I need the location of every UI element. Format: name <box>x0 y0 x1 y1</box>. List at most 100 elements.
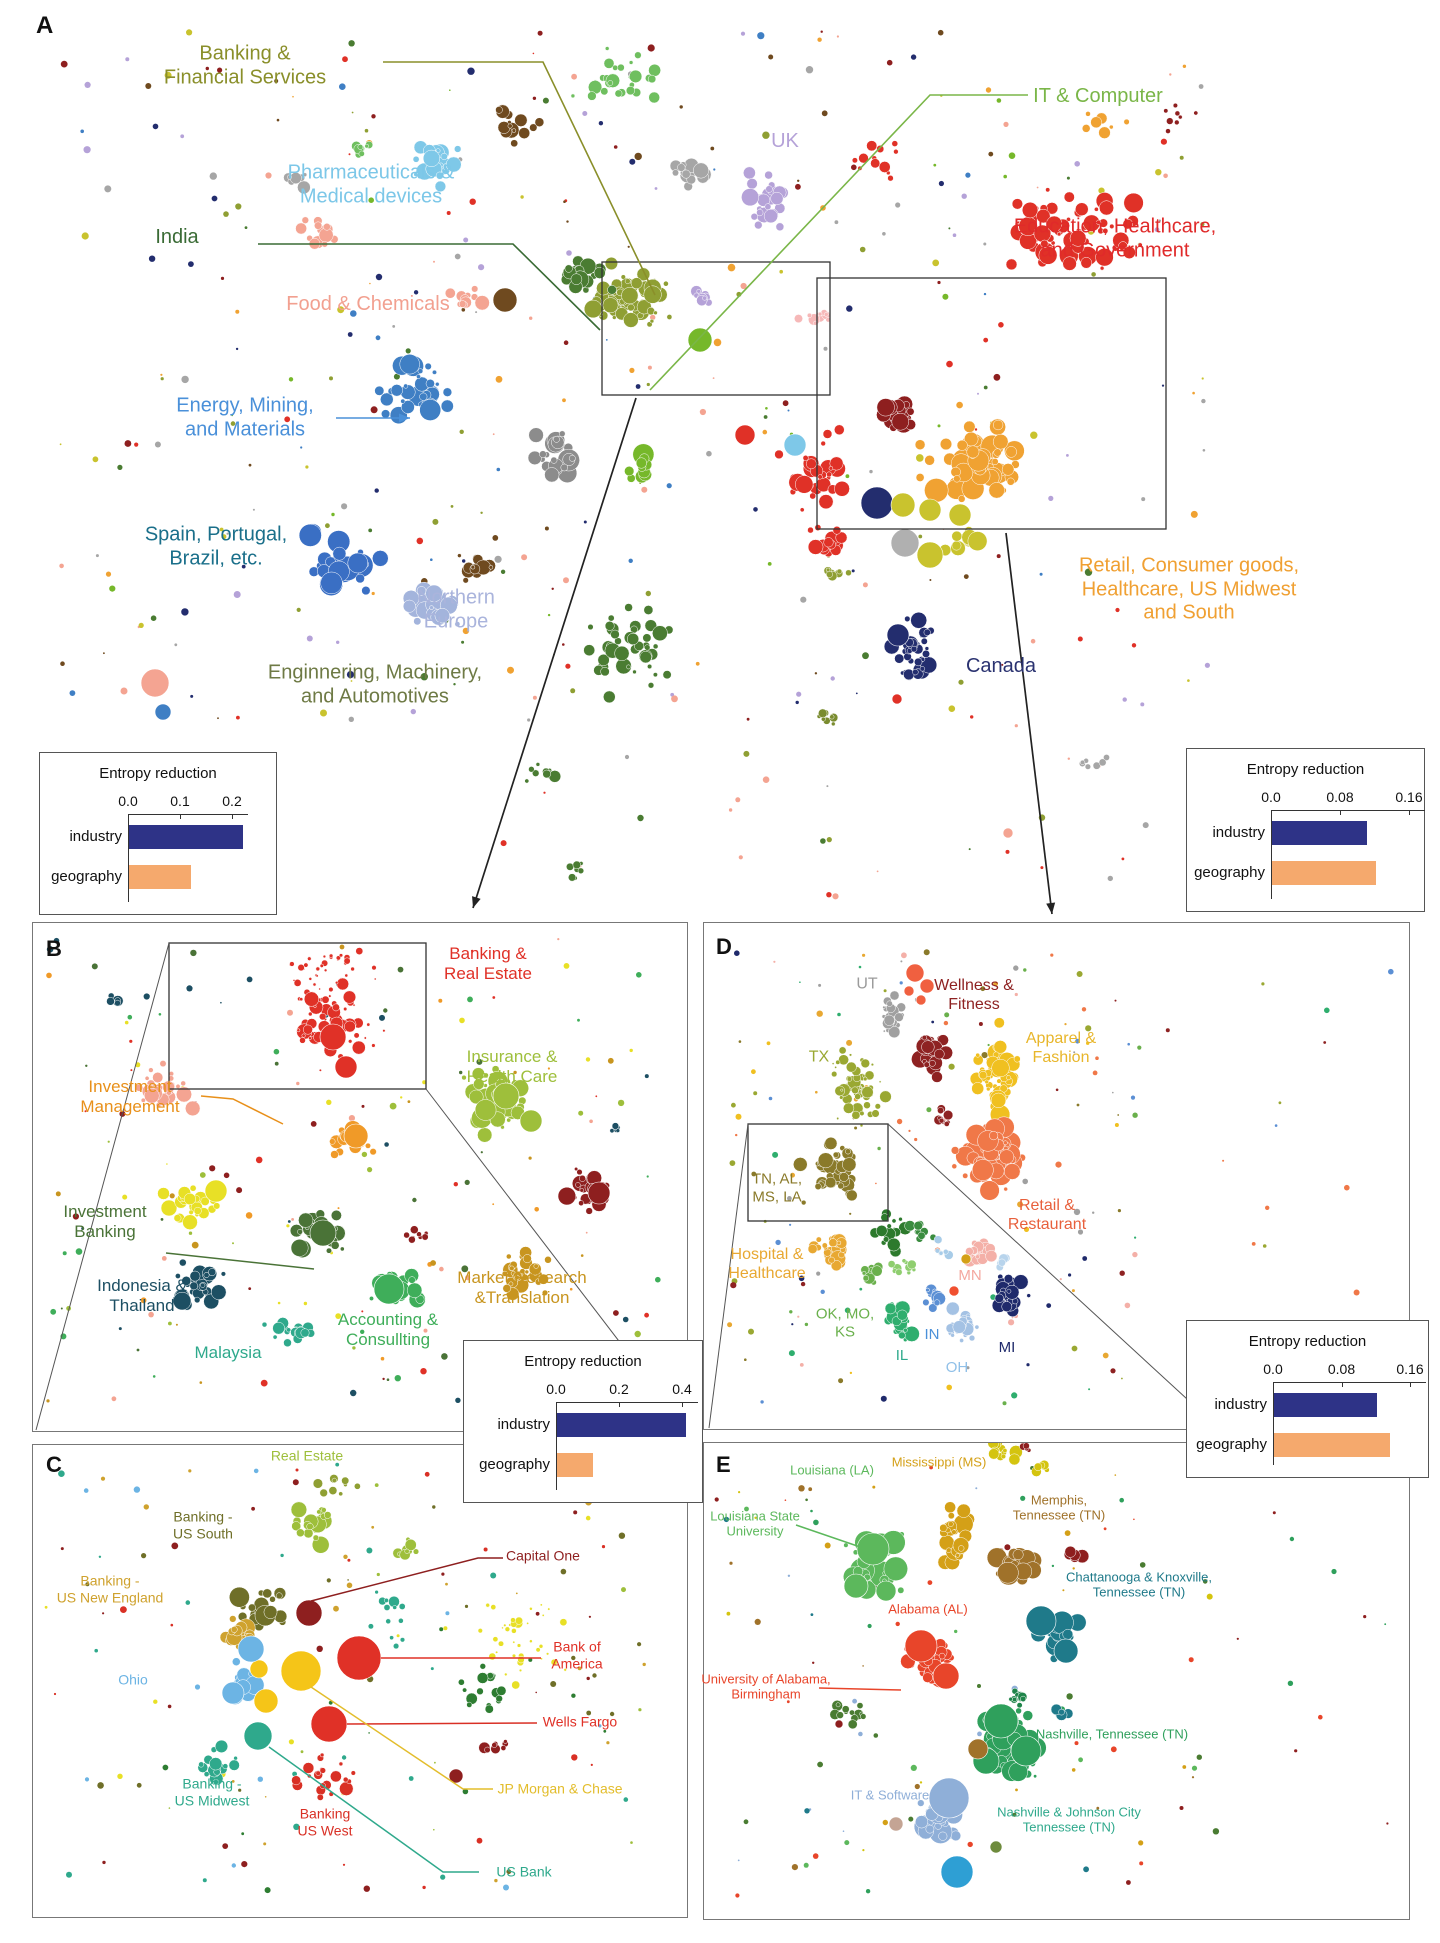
cluster-red-spill <box>807 524 848 558</box>
label-alabama-al: Alabama (AL) <box>888 1601 968 1617</box>
cluster-darkgreen-lower <box>583 603 674 704</box>
cluster-mi-navy <box>991 1273 1031 1318</box>
bubble <box>928 1777 970 1819</box>
axis-tick-label: 0.16 <box>1396 1361 1424 1377</box>
cluster-ut-gray <box>881 990 906 1039</box>
label-banking-real-estate: Banking & Real Estate <box>444 943 532 983</box>
label-louisiana-state-university: Louisiana State University <box>710 1508 800 1539</box>
bar-industry <box>557 1413 687 1437</box>
x-axis <box>556 1402 698 1403</box>
panel-e-bubble-map <box>714 1443 1389 1898</box>
cluster-canada-navy <box>883 611 938 681</box>
arrowhead-icon <box>1046 902 1056 914</box>
label-tn-al-ms-la: TN, AL, MS, LA <box>751 1170 803 1205</box>
panel-a-line-1 <box>258 243 601 331</box>
cluster-uswest-red <box>291 1752 356 1801</box>
cluster-malaysia-teal <box>261 1317 315 1348</box>
axis-tick-mark <box>232 814 233 819</box>
axis-tick-mark <box>619 1402 620 1407</box>
label-market-research-translation: Market Research &Translation <box>457 1267 587 1307</box>
cluster-red-center <box>774 424 850 513</box>
label-wells-fargo: Wells Fargo <box>542 1713 618 1730</box>
x-axis <box>1273 1382 1426 1383</box>
bar-industry <box>1274 1393 1377 1417</box>
axis-tick-mark <box>180 814 181 819</box>
label-food-chemicals: Food & Chemicals <box>286 293 450 316</box>
cluster-green-nw <box>351 140 374 159</box>
panel-b-line-2 <box>200 1095 284 1125</box>
cluster-olive-main <box>583 256 673 328</box>
label-university-of-alabama-birmingham: University of Alabama, Birmingham <box>701 1671 831 1702</box>
chart-title: Entropy reduction <box>99 765 217 782</box>
panel-a-bubble-map <box>59 29 1210 915</box>
cluster-tx-olive <box>831 1046 892 1128</box>
bubble <box>336 1635 382 1681</box>
cluster-banking-red <box>293 977 386 1072</box>
cluster-green-dark <box>869 1208 912 1258</box>
bubble <box>890 528 920 558</box>
cluster-retail-orangered <box>950 1116 1026 1201</box>
axis-tick-label: 0.4 <box>672 1381 692 1397</box>
cluster-gray-center <box>527 427 581 483</box>
axis-tick-mark <box>1340 810 1341 815</box>
panel-e <box>703 1442 1410 1920</box>
axis-tick-mark <box>1410 1382 1411 1387</box>
entropy-chart-a-right: Entropy reduction 0.0 0.08 0.16 industry geog… <box>1186 748 1425 912</box>
label-pharmaceuticals-medical-devices: Pharmaceuticals & Medical devices <box>287 161 455 207</box>
bubble <box>237 1635 265 1663</box>
label-insurance-health-care: Insurance & Health Care <box>466 1046 558 1086</box>
label-ok-mo-ks: OK, MO, KS <box>815 1305 875 1340</box>
label-mississippi-ms: Mississippi (MS) <box>891 1454 987 1470</box>
label-retail-restaurant: Retail & Restaurant <box>1007 1197 1087 1233</box>
bubble <box>916 541 944 569</box>
bubble <box>983 1703 1019 1739</box>
cluster-oh-lightblue <box>945 1301 980 1343</box>
label-wellness-fitness: Wellness & Fitness <box>934 977 1014 1013</box>
y-axis <box>556 1402 557 1490</box>
label-jp-morgan-chase: JP Morgan & Chase <box>497 1780 623 1797</box>
bubble <box>249 1659 269 1679</box>
cluster-gray-below <box>1079 754 1110 770</box>
cluster-gray-left <box>283 172 311 195</box>
axis-tick-label: 0.1 <box>170 793 190 809</box>
label-banking-us-west: Banking US West <box>297 1805 353 1838</box>
cluster-olive-low <box>816 708 839 727</box>
label-ohio: Ohio <box>118 1671 148 1688</box>
cluster-yellow-top <box>987 1443 1023 1466</box>
label-in: IN <box>924 1326 940 1344</box>
panel-c-line-2 <box>346 1722 538 1725</box>
panel-c <box>32 1444 688 1918</box>
cluster-darkred-dots <box>1063 1545 1090 1564</box>
bubble <box>904 1629 938 1663</box>
cluster-apparel-gold <box>969 1017 1021 1125</box>
cluster-hospital-gold <box>807 1233 848 1272</box>
cluster-navy-dots <box>609 1122 621 1134</box>
label-northern-europe: Northern Europe <box>417 586 495 632</box>
label-it-software: IT & Software <box>850 1787 930 1803</box>
cluster-gray-mid <box>669 157 712 192</box>
panel-letter-b: B <box>46 936 62 961</box>
label-tx: TX <box>808 1048 830 1066</box>
cluster-brown-top <box>495 104 545 148</box>
cluster-yellow <box>157 1184 221 1230</box>
bubble <box>948 503 972 527</box>
bubble <box>948 1285 960 1297</box>
bubble <box>834 1719 844 1729</box>
axis-tick-label: 0.2 <box>222 793 242 809</box>
bubble <box>204 1179 228 1203</box>
cluster-yg-right <box>392 1536 420 1561</box>
chart-title: Entropy reduction <box>1248 1333 1367 1350</box>
bubble <box>253 1688 279 1714</box>
label-uk: UK <box>771 130 799 153</box>
bubble <box>310 1705 348 1743</box>
cluster-darkred-right <box>876 395 916 434</box>
panel-c-line-0 <box>310 1557 503 1602</box>
axis-tick-label: 0.0 <box>1263 1361 1283 1377</box>
cluster-indonesia-navy <box>172 1258 227 1311</box>
axis-tick-label: 0.0 <box>1261 789 1281 805</box>
bubble <box>856 1532 890 1566</box>
label-ut: UT <box>856 975 878 993</box>
label-apparel-fashion: Apparel & Fashion <box>1025 1030 1097 1066</box>
panel-letter-e: E <box>716 1452 731 1477</box>
